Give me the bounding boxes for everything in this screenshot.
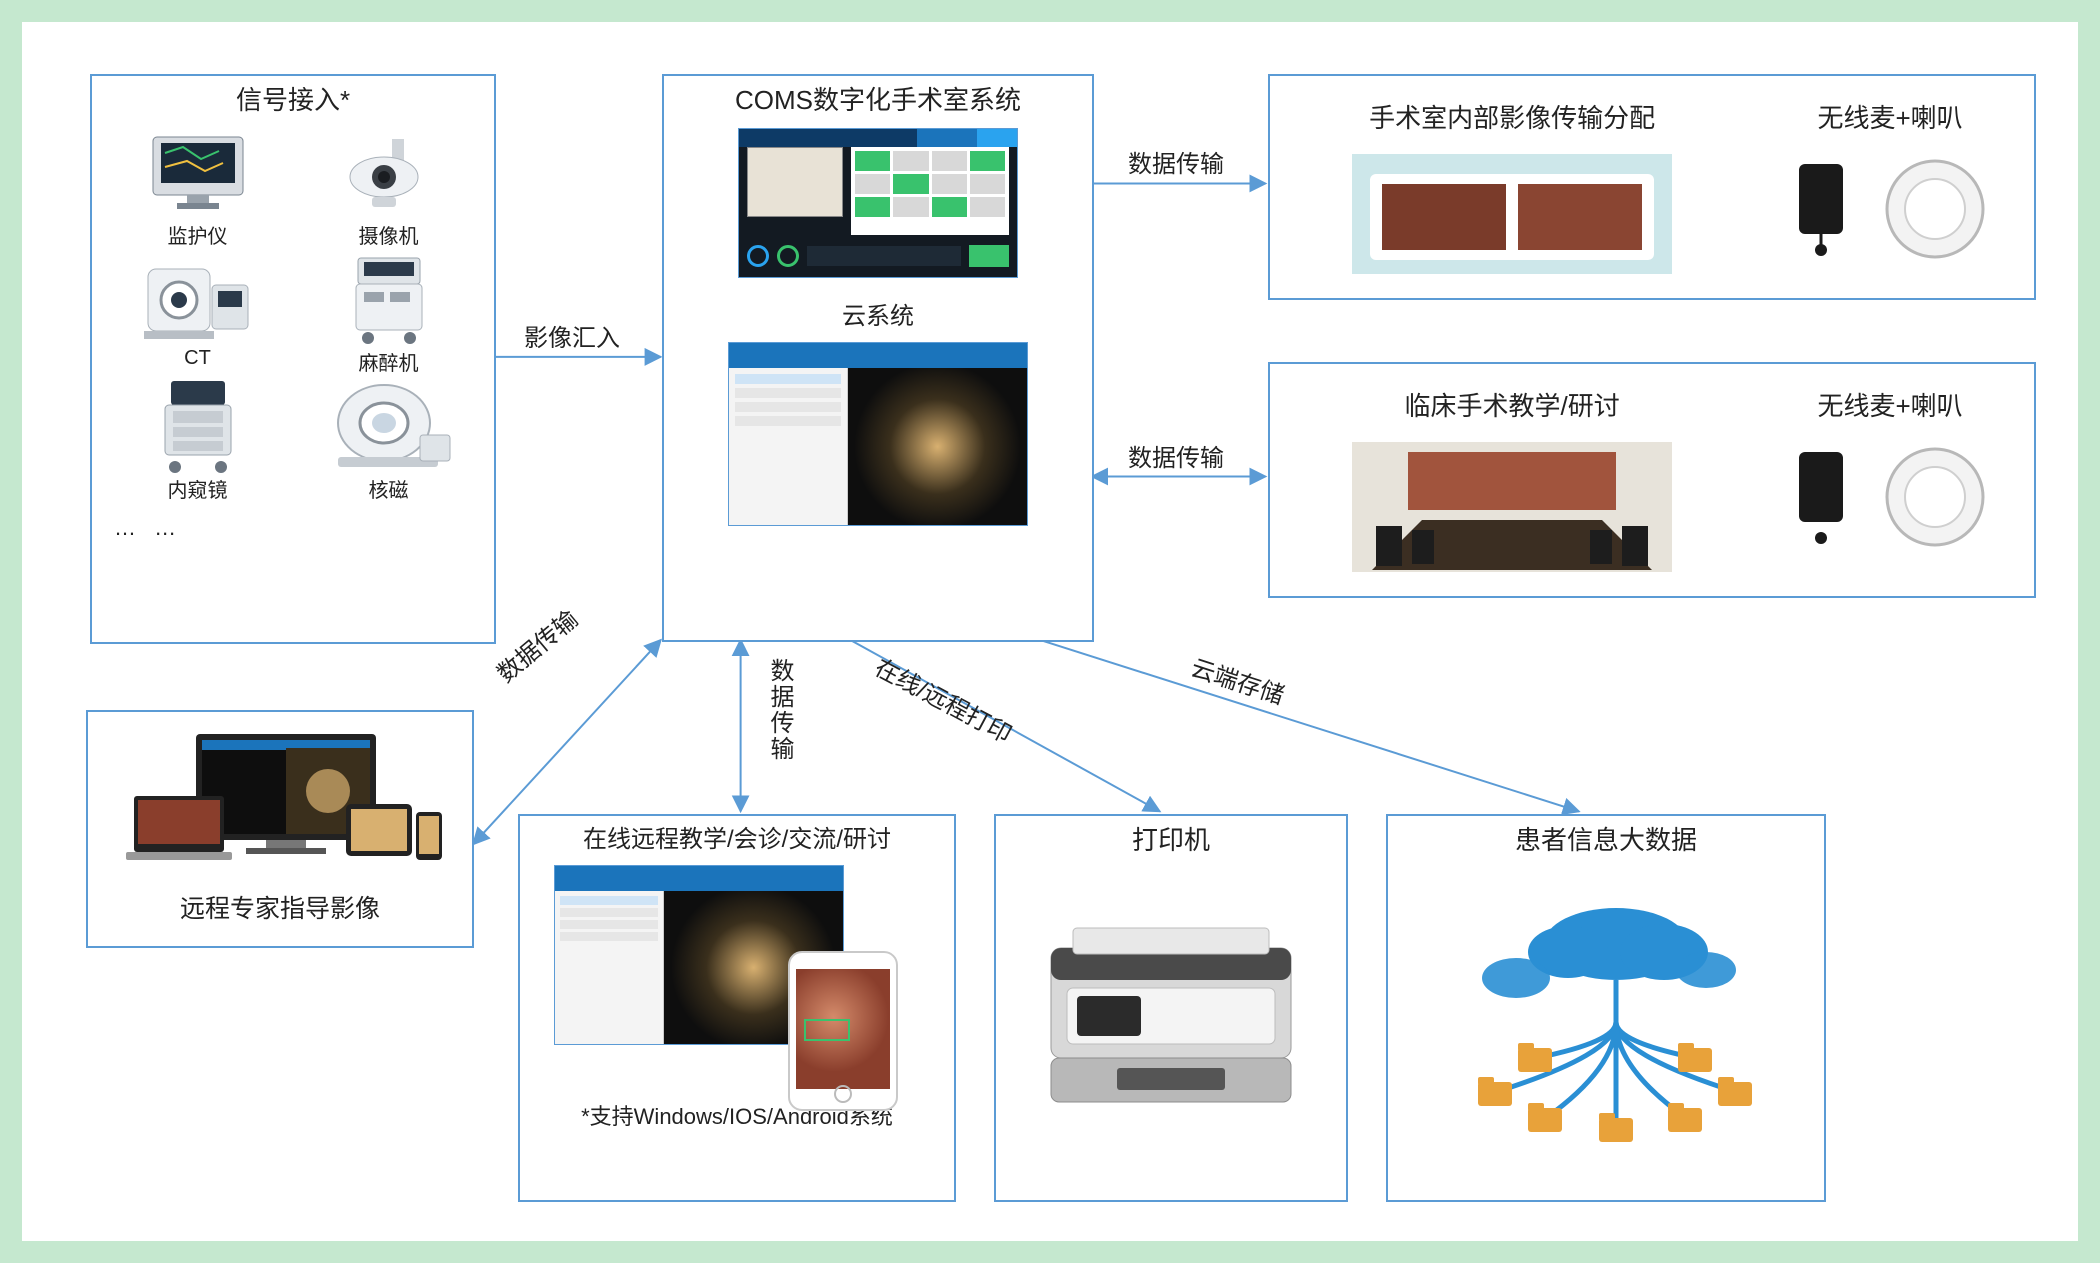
multi-device-icon <box>88 712 472 885</box>
or-dist-title: 手术室内部影像传输分配 <box>1365 80 1659 154</box>
device-label: CT <box>108 345 287 370</box>
teaching-audio-label: 无线麦+喇叭 <box>1813 368 1966 442</box>
coms-title: COMS数字化手术室系统 <box>664 76 1092 122</box>
ct-icon <box>108 255 287 345</box>
endoscope-icon <box>108 382 287 472</box>
online-teach-graphic <box>520 859 954 1089</box>
box-printer: 打印机 <box>994 814 1348 1202</box>
box-or-distribution: 手术室内部影像传输分配 无线麦+喇叭 <box>1268 74 2036 300</box>
coms-ui-thumb <box>664 122 1092 293</box>
device-label: 核磁 <box>299 472 478 503</box>
printer-icon <box>996 862 1346 1169</box>
device-monitor: 监护仪 <box>108 128 287 249</box>
signal-input-title: 信号接入* <box>92 76 494 122</box>
coms-subtitle: 云系统 <box>664 293 1092 336</box>
camera-icon <box>299 128 478 218</box>
arrow-coms_to_bigdata <box>1040 640 1579 811</box>
printer-title: 打印机 <box>996 816 1346 862</box>
device-mri: 核磁 <box>299 382 478 503</box>
device-ct: CT <box>108 255 287 376</box>
edge-label-coms_to_ordist: 数据传输 <box>1128 144 1224 179</box>
device-label: 麻醉机 <box>299 345 478 376</box>
edge-label-coms_to_remote: 数据传输 <box>488 600 584 689</box>
device-anesthesia: 麻醉机 <box>299 255 478 376</box>
bigdata-title: 患者信息大数据 <box>1388 816 1824 862</box>
edge-label-coms_to_teaching: 数据传输 <box>1128 438 1224 473</box>
box-patient-bigdata: 患者信息大数据 <box>1386 814 1826 1202</box>
box-clinical-teaching: 临床手术教学/研讨 无线麦+喇叭 <box>1268 362 2036 598</box>
device-label: 内窥镜 <box>108 472 287 503</box>
or-audio-label: 无线麦+喇叭 <box>1813 80 1966 154</box>
box-remote-expert: 远程专家指导影像 <box>86 710 474 948</box>
remote-expert-title: 远程专家指导影像 <box>88 885 472 930</box>
device-grid: 监护仪摄像机 CT 麻醉机内窥镜核磁 <box>92 122 494 515</box>
monitor-icon <box>108 128 287 218</box>
device-ellipsis: … … <box>92 515 494 549</box>
device-endoscope: 内窥镜 <box>108 382 287 503</box>
conference-room-icon <box>1352 442 1672 572</box>
box-signal-input: 信号接入* 监护仪摄像机 CT 麻醉机内窥镜核磁 … … <box>90 74 496 644</box>
box-coms-system: COMS数字化手术室系统 云系统 <box>662 74 1094 642</box>
device-camera: 摄像机 <box>299 128 478 249</box>
mic-speaker-icon <box>1785 154 1995 264</box>
edge-label-coms_to_printer: 在线/远程打印 <box>870 648 1019 750</box>
cloud-ui-thumb <box>664 336 1092 543</box>
or-screens-icon <box>1352 154 1672 274</box>
box-online-teaching: 在线远程教学/会诊/交流/研讨 <box>518 814 956 1202</box>
online-teach-title: 在线远程教学/会诊/交流/研讨 <box>520 816 954 859</box>
mri-icon <box>299 382 478 472</box>
teaching-title: 临床手术教学/研讨 <box>1400 368 1623 442</box>
anesthesia-icon <box>299 255 478 345</box>
diagram-canvas: 信号接入* 监护仪摄像机 CT 麻醉机内窥镜核磁 … … COMS数字化手术室系统 <box>20 20 2080 1243</box>
cloud-storage-icon <box>1388 862 1824 1167</box>
edge-label-coms_to_online: 数据传输 <box>762 658 797 762</box>
device-label: 摄像机 <box>299 218 478 249</box>
edge-label-signal_to_coms: 影像汇入 <box>524 318 620 353</box>
device-label: 监护仪 <box>108 218 287 249</box>
mic-speaker-icon-2 <box>1785 442 1995 552</box>
edge-label-coms_to_bigdata: 云端存储 <box>1187 648 1289 711</box>
